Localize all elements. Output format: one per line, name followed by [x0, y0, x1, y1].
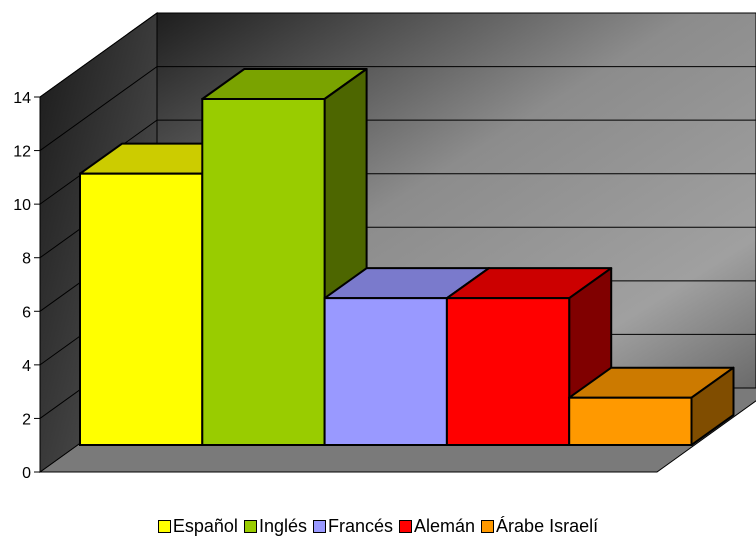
- y-tick-label: 2: [22, 411, 31, 428]
- legend-item: Francés: [312, 516, 394, 537]
- y-tick-label: 12: [13, 144, 31, 161]
- legend-label: Francés: [327, 516, 394, 536]
- gridline: [39, 12, 756, 98]
- legend: Español Inglés Francés Alemán Árabe Israelí: [0, 516, 756, 537]
- y-tick-label: 14: [13, 90, 31, 107]
- gridline: [39, 66, 756, 151]
- legend-label: Alemán: [414, 516, 476, 536]
- y-tick-label: 0: [22, 465, 31, 482]
- bar-front-face: [79, 172, 204, 446]
- legend-label: Árabe Israelí: [496, 516, 599, 536]
- bar-front-face: [323, 297, 448, 446]
- y-tick-label: 6: [22, 304, 31, 321]
- bar-front-face: [568, 396, 693, 447]
- legend-label: Inglés: [258, 516, 307, 536]
- legend-swatch: [312, 520, 326, 533]
- legend-item: Inglés: [243, 516, 307, 537]
- legend-swatch: [481, 520, 495, 533]
- legend-label: Español: [172, 516, 238, 536]
- bar-front-face: [445, 297, 571, 446]
- bars-group: [79, 68, 735, 447]
- bar: [568, 366, 735, 447]
- legend-item: Español: [157, 516, 238, 537]
- y-tick-label: 8: [22, 251, 31, 268]
- legend-item: Alemán: [399, 516, 475, 537]
- legend-item: Árabe Israelí: [481, 516, 598, 537]
- legend-swatch: [399, 520, 413, 533]
- bar-front-face: [201, 98, 326, 446]
- y-tick-label: 10: [13, 197, 31, 214]
- legend-swatch: [157, 520, 171, 533]
- legend-swatch: [243, 520, 257, 533]
- y-tick-label: 4: [22, 358, 31, 375]
